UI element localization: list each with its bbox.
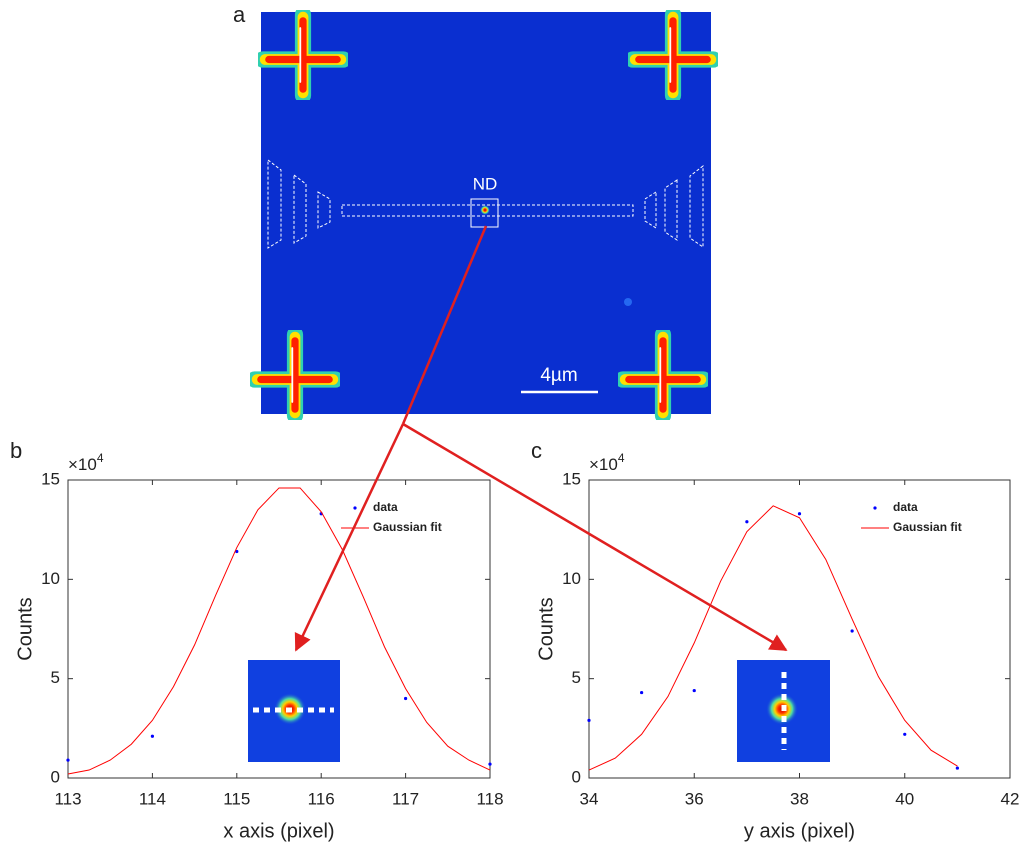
legend-marker	[873, 506, 876, 509]
data-point	[798, 512, 801, 515]
panel-label: a	[233, 2, 246, 27]
data-point	[587, 719, 590, 722]
y-tick-label: 0	[51, 767, 60, 786]
data-point	[745, 520, 748, 523]
image-panel: ND 4µm	[255, 12, 714, 416]
y-tick-label: 10	[41, 569, 60, 588]
data-point	[693, 689, 696, 692]
legend-label: Gaussian fit	[893, 520, 962, 534]
x-tick-label: 38	[790, 789, 809, 808]
data-point	[640, 691, 643, 694]
y-axis-label: Counts	[535, 597, 557, 660]
y-tick-label: 10	[562, 569, 581, 588]
x-axis-label: x axis (pixel)	[223, 820, 334, 842]
figure: a ND 4µm b×104051015113114115116117118x …	[0, 0, 1025, 850]
data-point	[66, 759, 69, 762]
legend-label: data	[373, 500, 398, 514]
legend-label: data	[893, 500, 918, 514]
data-point	[956, 766, 959, 769]
x-tick-label: 42	[1001, 789, 1020, 808]
x-tick-label: 116	[308, 789, 335, 808]
y-tick-label: 0	[572, 767, 581, 786]
data-point	[488, 762, 491, 765]
multiplier-base: ×10	[589, 455, 618, 474]
background-spot	[624, 298, 632, 306]
legend-label: Gaussian fit	[373, 520, 442, 534]
data-point	[404, 697, 407, 700]
multiplier-exponent: 4	[97, 451, 104, 465]
x-tick-label: 34	[580, 789, 599, 808]
scale-bar-label: 4µm	[540, 365, 577, 386]
legend-marker	[353, 506, 356, 509]
multiplier-exponent: 4	[618, 451, 625, 465]
inset	[737, 660, 830, 762]
x-tick-label: 118	[476, 789, 503, 808]
x-tick-label: 36	[685, 789, 704, 808]
x-axis-label: y axis (pixel)	[744, 820, 855, 842]
x-tick-label: 117	[392, 789, 419, 808]
data-point	[851, 629, 854, 632]
axis-multiplier: ×104	[68, 451, 104, 474]
y-tick-label: 15	[562, 469, 581, 488]
nanodiamond-spot	[480, 205, 490, 215]
axis-multiplier: ×104	[589, 451, 625, 474]
x-tick-label: 114	[139, 789, 166, 808]
page: a ND 4µm b×104051015113114115116117118x …	[0, 0, 1025, 850]
chart: b ×104 0 5 10 15 113 114 115 116 117 118 x axis (pix…	[10, 438, 504, 842]
y-tick-label: 15	[41, 469, 60, 488]
panel-label: b	[10, 438, 22, 463]
x-tick-label: 113	[54, 789, 81, 808]
roi-label: ND	[473, 174, 498, 193]
x-tick-label: 115	[223, 789, 250, 808]
inset	[248, 660, 340, 762]
y-axis-label: Counts	[14, 597, 36, 660]
multiplier-base: ×10	[68, 455, 97, 474]
panel-label: c	[531, 438, 542, 463]
y-tick-label: 5	[572, 668, 581, 687]
data-point	[151, 735, 154, 738]
y-tick-label: 5	[51, 668, 60, 687]
x-tick-label: 40	[895, 789, 914, 808]
data-point	[903, 733, 906, 736]
